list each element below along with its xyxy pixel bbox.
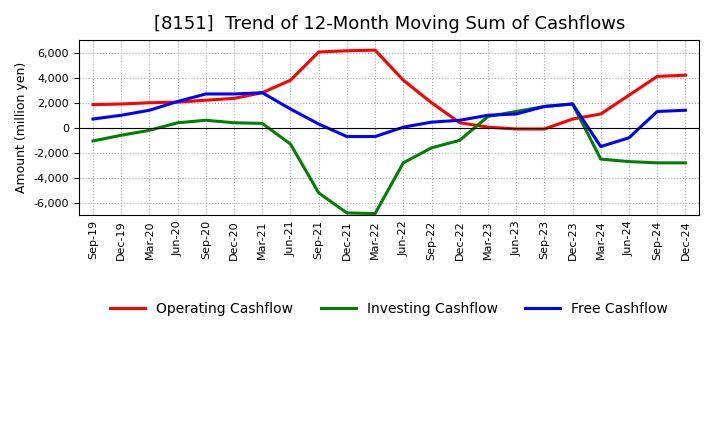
Free Cashflow (315, 121, 323, 127)
Free Cashflow (568, 101, 577, 106)
Operating Cashflow (286, 77, 294, 83)
Operating Cashflow (625, 92, 634, 98)
Investing Cashflow (427, 145, 436, 150)
Free Cashflow (202, 92, 210, 97)
Line: Operating Cashflow: Operating Cashflow (93, 50, 685, 129)
Investing Cashflow (455, 138, 464, 143)
Free Cashflow (455, 117, 464, 123)
Operating Cashflow (653, 74, 662, 79)
Investing Cashflow (399, 160, 408, 165)
Investing Cashflow (286, 141, 294, 147)
Investing Cashflow (258, 121, 266, 126)
Investing Cashflow (625, 159, 634, 164)
Operating Cashflow (371, 48, 379, 53)
Free Cashflow (427, 120, 436, 125)
Free Cashflow (512, 111, 521, 117)
Operating Cashflow (427, 100, 436, 105)
Investing Cashflow (484, 114, 492, 119)
Operating Cashflow (540, 126, 549, 132)
Line: Free Cashflow: Free Cashflow (93, 93, 685, 147)
Investing Cashflow (117, 132, 125, 138)
Free Cashflow (145, 108, 154, 113)
Investing Cashflow (596, 157, 605, 162)
Free Cashflow (625, 135, 634, 140)
Investing Cashflow (145, 128, 154, 133)
Legend: Operating Cashflow, Investing Cashflow, Free Cashflow: Operating Cashflow, Investing Cashflow, … (104, 296, 674, 321)
Operating Cashflow (202, 98, 210, 103)
Line: Investing Cashflow: Investing Cashflow (93, 104, 685, 213)
Operating Cashflow (117, 101, 125, 106)
Investing Cashflow (653, 160, 662, 165)
Investing Cashflow (174, 120, 182, 125)
Free Cashflow (681, 108, 690, 113)
Operating Cashflow (399, 77, 408, 83)
Free Cashflow (484, 113, 492, 118)
Free Cashflow (596, 144, 605, 149)
Free Cashflow (399, 125, 408, 130)
Investing Cashflow (315, 190, 323, 195)
Free Cashflow (174, 99, 182, 104)
Operating Cashflow (596, 111, 605, 117)
Free Cashflow (117, 113, 125, 118)
Operating Cashflow (315, 49, 323, 55)
Free Cashflow (343, 134, 351, 139)
Operating Cashflow (258, 90, 266, 95)
Free Cashflow (653, 109, 662, 114)
Free Cashflow (286, 106, 294, 112)
Operating Cashflow (484, 125, 492, 130)
Operating Cashflow (455, 120, 464, 125)
Investing Cashflow (568, 101, 577, 106)
Investing Cashflow (343, 210, 351, 216)
Y-axis label: Amount (million yen): Amount (million yen) (15, 62, 28, 194)
Free Cashflow (540, 104, 549, 109)
Operating Cashflow (145, 100, 154, 105)
Investing Cashflow (371, 211, 379, 216)
Free Cashflow (230, 92, 238, 97)
Free Cashflow (89, 116, 97, 121)
Operating Cashflow (343, 48, 351, 53)
Operating Cashflow (230, 96, 238, 101)
Investing Cashflow (230, 120, 238, 125)
Free Cashflow (371, 134, 379, 139)
Operating Cashflow (512, 126, 521, 132)
Investing Cashflow (89, 138, 97, 143)
Operating Cashflow (568, 116, 577, 121)
Free Cashflow (258, 90, 266, 95)
Operating Cashflow (89, 102, 97, 107)
Investing Cashflow (681, 160, 690, 165)
Investing Cashflow (540, 104, 549, 109)
Operating Cashflow (174, 99, 182, 105)
Investing Cashflow (512, 109, 521, 114)
Operating Cashflow (681, 73, 690, 78)
Title: [8151]  Trend of 12-Month Moving Sum of Cashflows: [8151] Trend of 12-Month Moving Sum of C… (153, 15, 625, 33)
Investing Cashflow (202, 117, 210, 123)
